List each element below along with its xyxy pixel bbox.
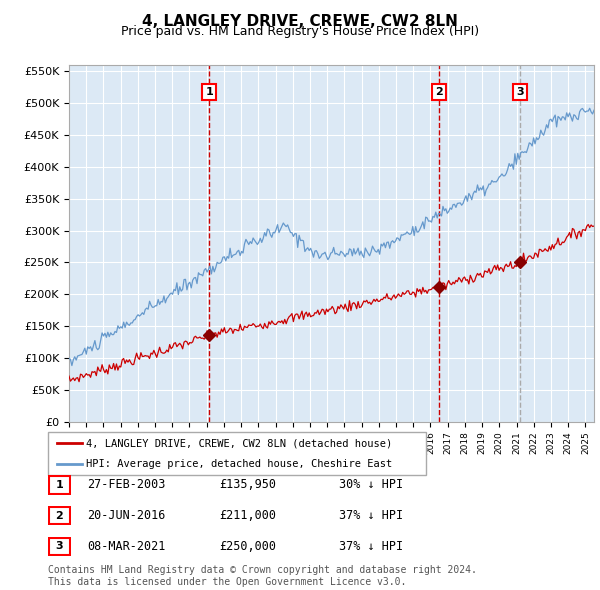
Text: £211,000: £211,000 — [219, 509, 276, 522]
Text: 20-JUN-2016: 20-JUN-2016 — [87, 509, 166, 522]
FancyBboxPatch shape — [49, 537, 70, 555]
Text: 30% ↓ HPI: 30% ↓ HPI — [339, 478, 403, 491]
Text: 4, LANGLEY DRIVE, CREWE, CW2 8LN: 4, LANGLEY DRIVE, CREWE, CW2 8LN — [142, 14, 458, 28]
Text: Price paid vs. HM Land Registry's House Price Index (HPI): Price paid vs. HM Land Registry's House … — [121, 25, 479, 38]
Text: HPI: Average price, detached house, Cheshire East: HPI: Average price, detached house, Ches… — [86, 460, 392, 469]
Text: 37% ↓ HPI: 37% ↓ HPI — [339, 509, 403, 522]
Text: 2: 2 — [56, 511, 63, 520]
Text: 2: 2 — [434, 87, 442, 97]
Text: 1: 1 — [56, 480, 63, 490]
Text: 4, LANGLEY DRIVE, CREWE, CW2 8LN (detached house): 4, LANGLEY DRIVE, CREWE, CW2 8LN (detach… — [86, 438, 392, 448]
Text: £250,000: £250,000 — [219, 540, 276, 553]
Text: 3: 3 — [56, 542, 63, 551]
Text: 3: 3 — [516, 87, 523, 97]
Text: Contains HM Land Registry data © Crown copyright and database right 2024.
This d: Contains HM Land Registry data © Crown c… — [48, 565, 477, 587]
Text: 08-MAR-2021: 08-MAR-2021 — [87, 540, 166, 553]
Text: 27-FEB-2003: 27-FEB-2003 — [87, 478, 166, 491]
Text: £135,950: £135,950 — [219, 478, 276, 491]
Text: 37% ↓ HPI: 37% ↓ HPI — [339, 540, 403, 553]
FancyBboxPatch shape — [49, 507, 70, 525]
Text: 1: 1 — [205, 87, 213, 97]
FancyBboxPatch shape — [49, 476, 70, 494]
